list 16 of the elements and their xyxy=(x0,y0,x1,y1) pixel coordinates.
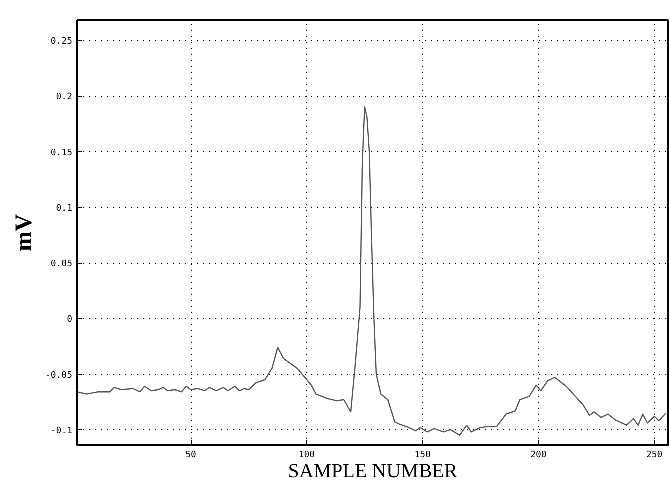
y-tick-label: -0.1 xyxy=(50,426,73,436)
y-tick-label: 0 xyxy=(67,315,73,326)
x-axis-title: SAMPLE NUMBER xyxy=(288,460,458,482)
x-tick-label: 150 xyxy=(414,450,431,460)
x-tick-label: 200 xyxy=(530,450,547,460)
y-tick-label: 0.25 xyxy=(50,37,73,48)
y-tick-label: -0.05 xyxy=(45,370,72,381)
y-tick-label: 0.1 xyxy=(56,204,73,214)
y-tick-label: 0.2 xyxy=(56,92,73,103)
x-tick-label: 100 xyxy=(298,450,316,460)
y-tick-label: 0.05 xyxy=(50,260,73,270)
line-series xyxy=(78,106,667,436)
y-axis-title: mV xyxy=(11,214,38,252)
x-tick-label: 250 xyxy=(646,450,663,460)
x-tick-label: 50 xyxy=(186,450,196,460)
y-tick-label: 0.15 xyxy=(50,148,73,158)
